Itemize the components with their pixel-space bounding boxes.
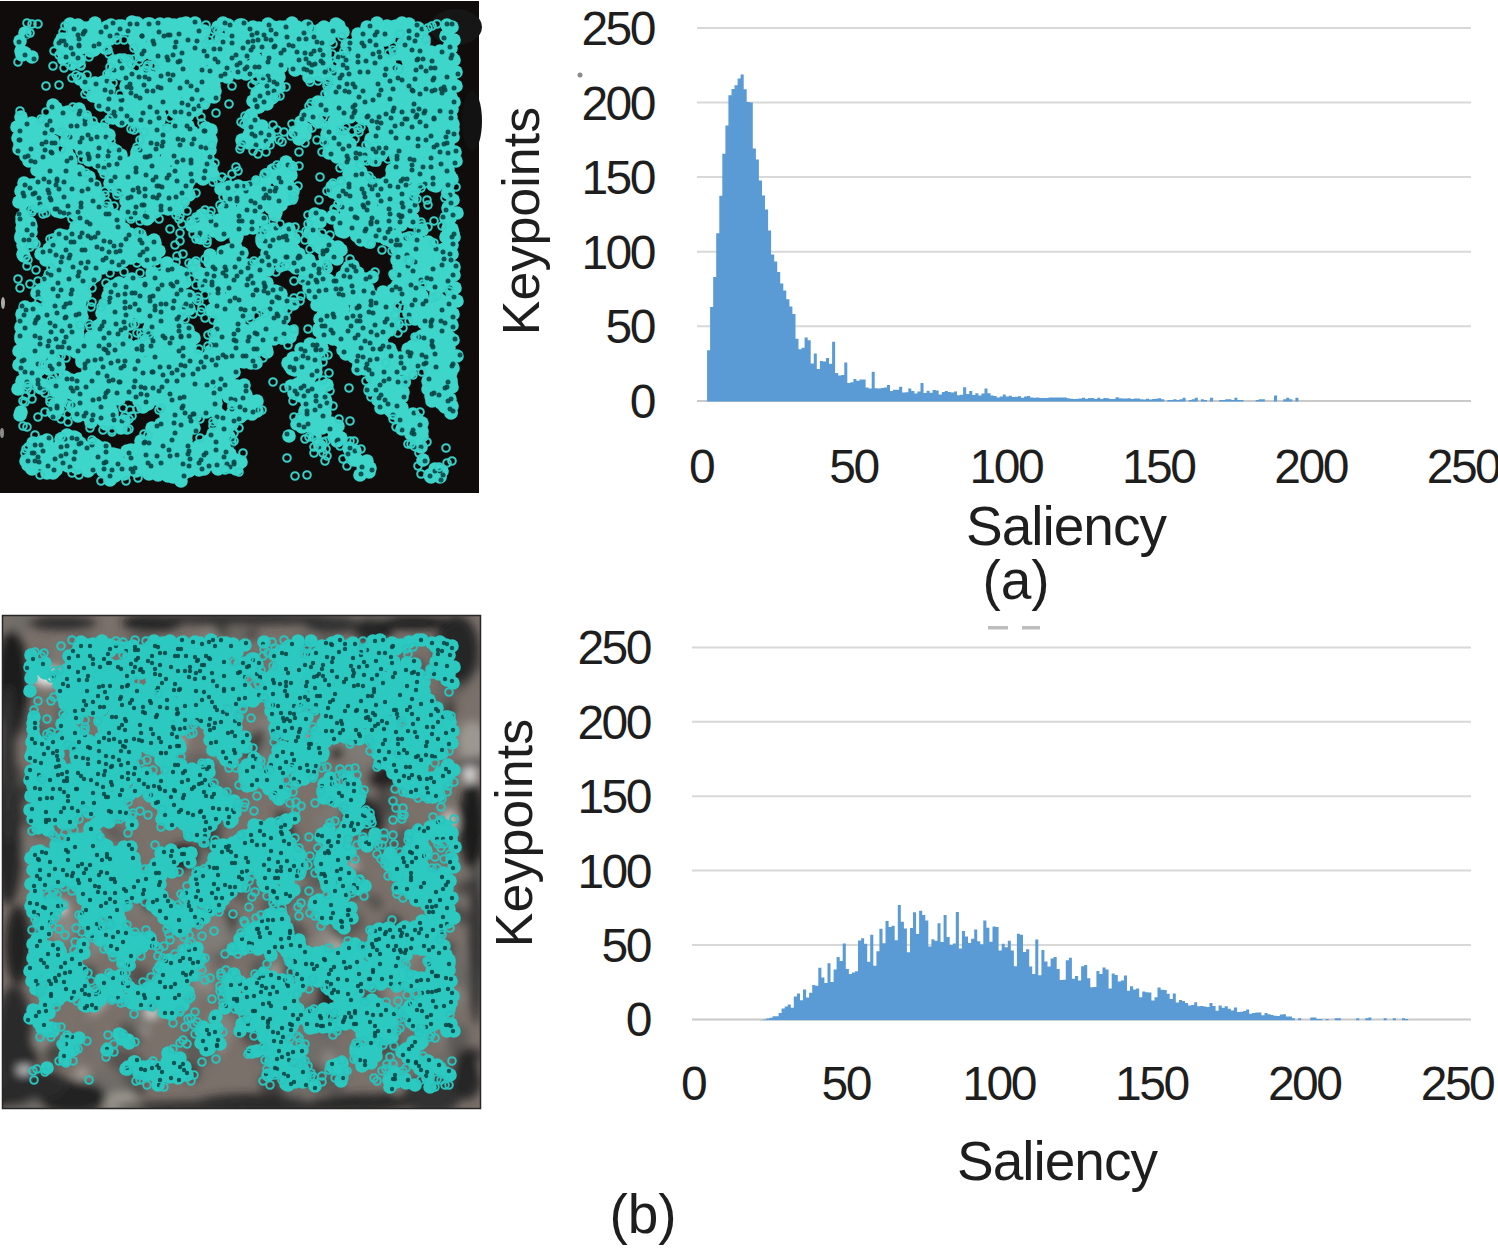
svg-text:100: 100 [581, 226, 654, 279]
svg-text:150: 150 [577, 770, 650, 823]
svg-text:200: 200 [577, 696, 650, 749]
svg-text:Saliency: Saliency [957, 1130, 1158, 1192]
svg-text:150: 150 [1115, 1057, 1188, 1110]
svg-text:200: 200 [1268, 1057, 1341, 1110]
svg-text:Keypoints: Keypoints [485, 719, 543, 947]
svg-text:150: 150 [1122, 440, 1195, 493]
svg-text:150: 150 [581, 151, 654, 204]
svg-text:0: 0 [630, 375, 655, 428]
svg-text:50: 50 [822, 1057, 871, 1110]
svg-text:50: 50 [829, 440, 878, 493]
svg-text:50: 50 [606, 300, 655, 353]
svg-text:0: 0 [626, 993, 651, 1046]
svg-text:(a): (a) [982, 549, 1049, 611]
svg-text:250: 250 [581, 2, 654, 55]
svg-text:250: 250 [1427, 440, 1498, 493]
svg-text:100: 100 [577, 845, 650, 898]
svg-text:0: 0 [689, 440, 714, 493]
svg-text:250: 250 [1421, 1057, 1494, 1110]
svg-text:200: 200 [581, 77, 654, 130]
svg-text:50: 50 [602, 919, 651, 972]
svg-text:0: 0 [681, 1057, 706, 1110]
svg-text:200: 200 [1274, 440, 1347, 493]
svg-text:100: 100 [970, 440, 1043, 493]
svg-text:Saliency: Saliency [966, 495, 1167, 557]
svg-text:250: 250 [577, 621, 650, 674]
svg-text:100: 100 [962, 1057, 1035, 1110]
svg-text:(b): (b) [609, 1183, 676, 1245]
svg-text:Keypoints: Keypoints [492, 107, 550, 335]
